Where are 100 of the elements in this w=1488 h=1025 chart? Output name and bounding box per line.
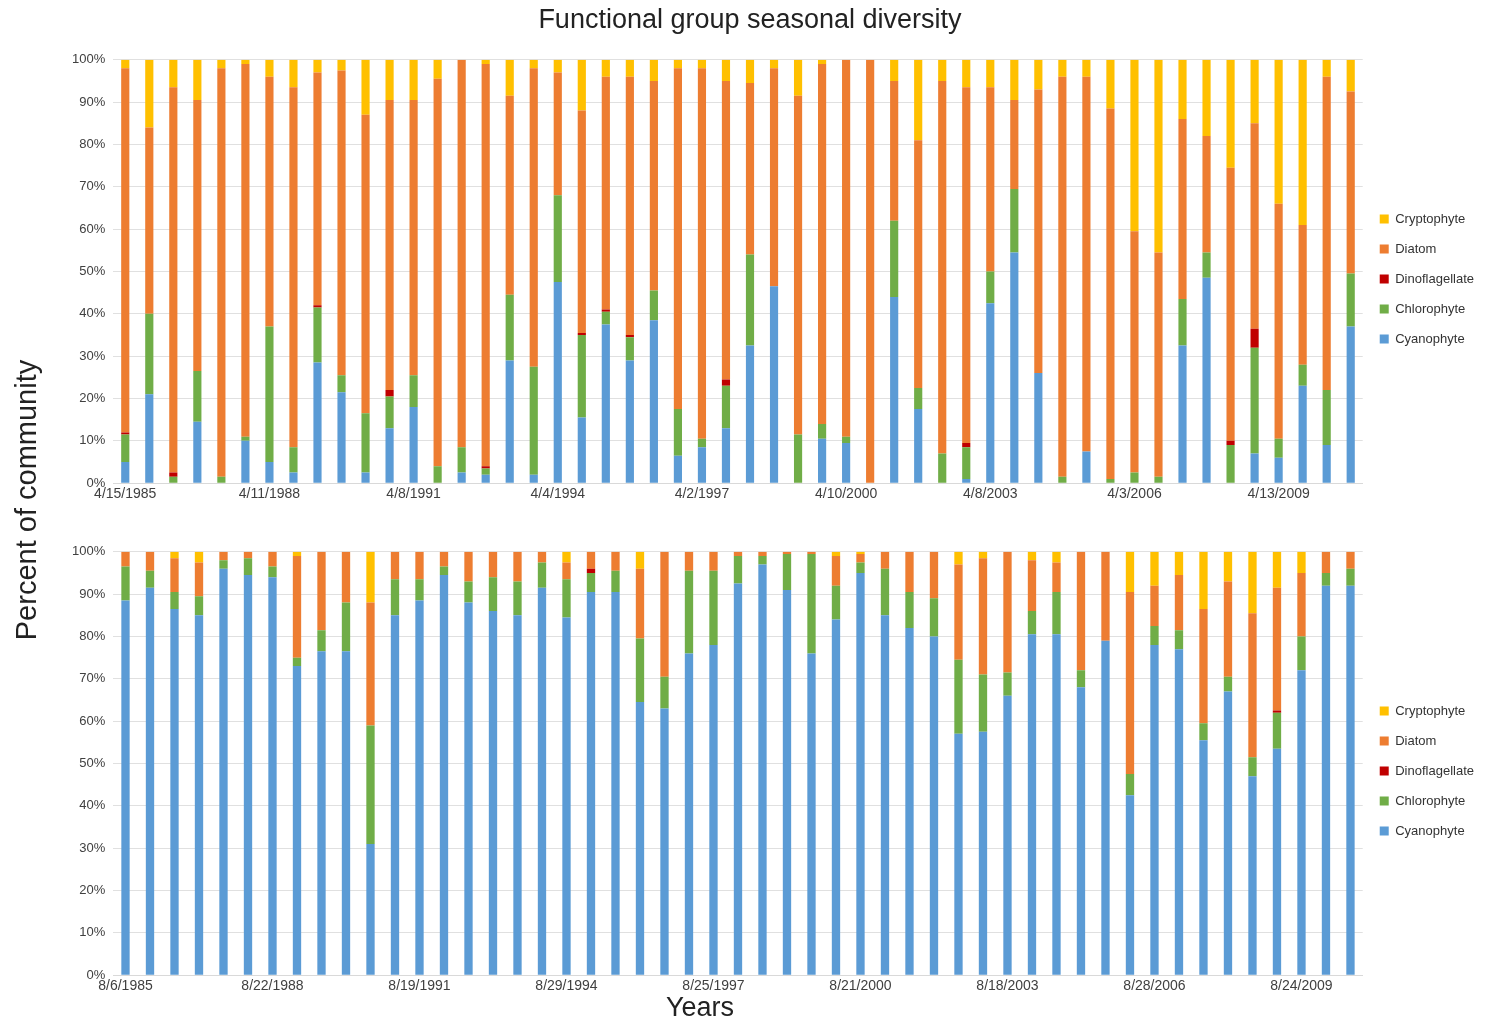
legend-label: Diatom xyxy=(1395,240,1437,256)
bar xyxy=(219,551,228,561)
bar xyxy=(1154,476,1163,483)
bar xyxy=(1150,625,1159,645)
bar xyxy=(577,332,586,336)
bar xyxy=(905,592,914,629)
bar xyxy=(1272,712,1282,749)
x-tick-label: 4/8/1991 xyxy=(386,485,442,502)
bar xyxy=(1076,670,1086,688)
bar xyxy=(1346,91,1355,274)
bar xyxy=(1346,273,1355,327)
bar xyxy=(1250,328,1259,348)
bar xyxy=(553,195,562,283)
bar xyxy=(929,636,939,975)
bar xyxy=(1150,585,1159,626)
bar xyxy=(1034,373,1043,483)
bar xyxy=(684,570,694,654)
bar xyxy=(978,558,988,675)
bar xyxy=(505,294,514,361)
bar xyxy=(1223,676,1233,692)
bar xyxy=(709,551,718,571)
x-tick-label: 8/24/2009 xyxy=(1270,977,1333,994)
y-tick-label: 90% xyxy=(79,93,106,109)
bar xyxy=(1027,634,1037,975)
bar xyxy=(1248,613,1257,758)
bar xyxy=(464,551,473,582)
bar xyxy=(1027,611,1037,635)
bar xyxy=(697,68,707,439)
bar xyxy=(292,551,302,557)
bar xyxy=(415,600,424,975)
bar xyxy=(268,566,277,578)
bar xyxy=(721,80,731,380)
bar xyxy=(121,566,130,601)
bar xyxy=(1130,231,1139,473)
bar xyxy=(1106,478,1115,483)
bar xyxy=(1298,385,1307,483)
bar xyxy=(586,551,596,569)
bar xyxy=(818,438,827,483)
bar xyxy=(954,659,963,734)
bar xyxy=(145,394,154,483)
bar xyxy=(313,362,322,483)
bar xyxy=(366,725,375,844)
bar xyxy=(481,59,490,65)
bar xyxy=(733,556,743,584)
bar xyxy=(962,87,971,443)
bar xyxy=(1346,59,1355,92)
bar xyxy=(938,453,947,483)
bar xyxy=(268,577,277,975)
bar xyxy=(721,379,731,386)
bar xyxy=(505,95,514,295)
bar xyxy=(856,551,865,554)
bar xyxy=(586,568,596,573)
bar xyxy=(481,468,490,475)
bar xyxy=(1322,59,1331,77)
bar xyxy=(241,64,250,437)
bar xyxy=(317,651,326,975)
bar xyxy=(409,59,418,101)
x-tick-label: 8/22/1988 xyxy=(241,977,304,994)
bar xyxy=(241,59,250,65)
bar xyxy=(1322,390,1331,446)
bar xyxy=(601,76,610,310)
x-tick-label: 4/2/1997 xyxy=(674,485,730,502)
bar xyxy=(611,592,620,975)
bar xyxy=(1106,59,1115,109)
bar xyxy=(341,602,351,652)
bar xyxy=(697,438,707,448)
legend-label: Cryptophyte xyxy=(1395,210,1466,226)
bar xyxy=(577,335,586,418)
x-tick-label: 8/28/2006 xyxy=(1123,977,1186,994)
bar xyxy=(807,553,816,654)
bar xyxy=(1346,568,1355,586)
bar xyxy=(793,59,803,96)
bar xyxy=(385,100,394,391)
bar xyxy=(529,59,538,69)
bar xyxy=(1248,757,1257,777)
bar xyxy=(289,447,298,473)
y-tick-label: 40% xyxy=(79,305,106,321)
bar xyxy=(1202,277,1211,483)
bar xyxy=(513,581,522,616)
bar xyxy=(1178,59,1187,120)
bar xyxy=(673,59,682,69)
bar xyxy=(721,428,731,483)
bar xyxy=(1125,774,1135,796)
bar xyxy=(1226,167,1235,441)
bar xyxy=(660,708,669,975)
bar xyxy=(709,644,718,975)
y-tick-label: 10% xyxy=(79,432,106,448)
bar xyxy=(660,551,669,677)
bar xyxy=(464,602,473,975)
bar xyxy=(337,59,346,71)
y-tick-label: 80% xyxy=(79,628,106,644)
y-tick-label: 10% xyxy=(79,924,106,940)
bar xyxy=(914,59,923,141)
bar xyxy=(635,638,645,703)
bar xyxy=(145,551,155,571)
bar xyxy=(313,72,322,306)
bar xyxy=(929,551,939,599)
bar xyxy=(313,307,322,363)
bar xyxy=(289,472,298,483)
bar xyxy=(733,551,743,557)
